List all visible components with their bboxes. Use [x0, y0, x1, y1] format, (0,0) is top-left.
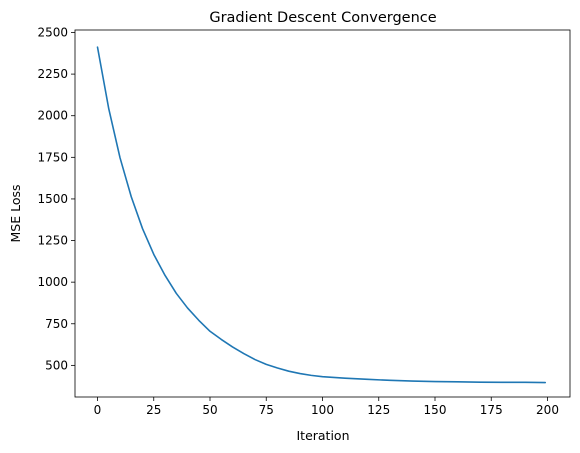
- y-tick-label: 1000: [37, 275, 68, 289]
- axes-frame: [74, 29, 571, 398]
- y-tick-label: 2500: [37, 25, 68, 39]
- chart-title: Gradient Descent Convergence: [209, 10, 436, 26]
- y-tick-label: 1750: [37, 150, 68, 164]
- y-tick-label: 500: [45, 358, 68, 372]
- x-tick-label: 175: [480, 403, 503, 417]
- y-axis: 500 750 1000 1250 1500 1750 2000 2250 2500: [37, 25, 75, 372]
- x-tick-label: 50: [202, 403, 217, 417]
- x-axis: 0 25 50 75 100 125 150 175 200: [94, 397, 559, 417]
- y-tick-label: 2000: [37, 109, 68, 123]
- x-tick-label: 150: [424, 403, 447, 417]
- x-tick-label: 75: [259, 403, 274, 417]
- x-tick-label: 100: [311, 403, 334, 417]
- y-tick-label: 2250: [37, 67, 68, 81]
- loss-curve-line: [96, 46, 547, 384]
- plot-area: [74, 29, 571, 398]
- x-tick-label: 125: [367, 403, 390, 417]
- x-tick-label: 0: [94, 403, 102, 417]
- series-layer: [96, 46, 547, 384]
- y-axis-label: MSE Loss: [8, 184, 23, 242]
- y-tick-label: 1250: [37, 234, 68, 248]
- x-tick-label: 25: [146, 403, 161, 417]
- x-tick-label: 200: [536, 403, 559, 417]
- y-tick-label: 750: [45, 317, 68, 331]
- y-tick-label: 1500: [37, 192, 68, 206]
- x-axis-label: Iteration: [296, 428, 349, 443]
